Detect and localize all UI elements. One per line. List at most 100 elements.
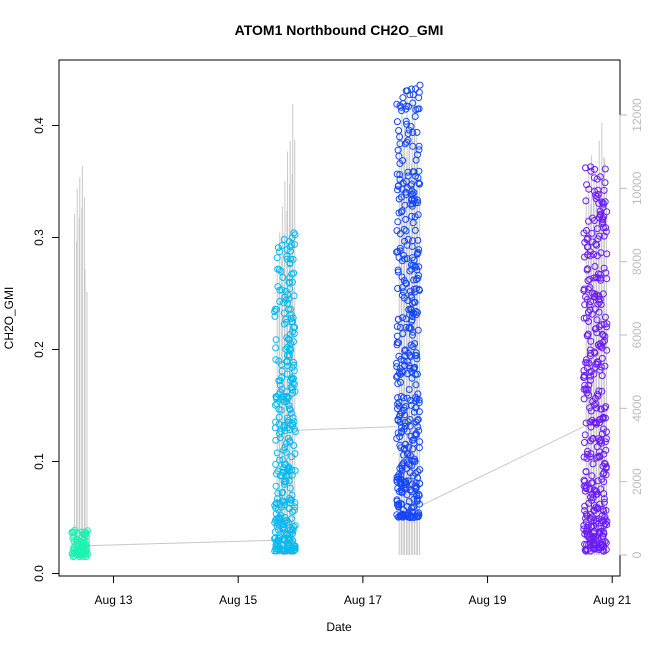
data-point <box>411 226 419 234</box>
altitude-transit-line <box>417 426 584 508</box>
data-point <box>285 305 293 313</box>
data-point <box>291 387 299 395</box>
data-point <box>585 318 593 325</box>
data-point <box>287 346 295 354</box>
data-point <box>274 489 282 497</box>
data-point <box>405 386 413 393</box>
data-point <box>588 513 596 521</box>
data-point <box>396 247 404 255</box>
data-point <box>601 165 609 173</box>
data-point <box>586 368 594 376</box>
data-point <box>406 422 414 430</box>
data-point <box>400 225 408 233</box>
data-point <box>602 464 610 472</box>
data-point <box>291 450 299 458</box>
data-point <box>587 337 595 345</box>
data-point <box>592 400 600 408</box>
data-point <box>395 352 403 360</box>
data-point <box>588 229 596 237</box>
data-point <box>287 315 295 322</box>
data-point <box>599 331 607 339</box>
data-point <box>599 220 606 228</box>
data-point <box>397 444 405 452</box>
data-point <box>404 235 412 243</box>
data-point <box>409 343 417 351</box>
data-point <box>409 504 417 511</box>
data-point <box>82 531 90 539</box>
data-point <box>594 360 602 368</box>
data-point <box>393 359 401 367</box>
plot-frame <box>58 59 621 577</box>
data-point <box>402 191 410 199</box>
data-point <box>276 381 284 389</box>
data-point <box>393 496 401 504</box>
data-point <box>415 444 423 452</box>
y-axis-label: CH2O_GMI <box>2 287 16 350</box>
data-point <box>406 267 414 275</box>
data-point <box>595 387 603 395</box>
data-point <box>273 449 281 457</box>
data-point <box>272 393 280 401</box>
data-point <box>587 450 595 458</box>
x-tick-label: Aug 13 <box>95 593 133 607</box>
data-point <box>279 274 287 281</box>
data-point <box>593 544 601 552</box>
data-point <box>601 313 609 321</box>
data-point <box>282 296 290 304</box>
data-point <box>407 182 415 190</box>
data-point <box>393 227 401 235</box>
data-point <box>582 197 590 205</box>
data-point <box>276 430 283 438</box>
data-point <box>410 256 418 264</box>
y-tick-label: 0.4 <box>32 117 46 134</box>
data-point <box>407 306 415 314</box>
data-point <box>286 421 294 429</box>
data-point <box>580 314 588 322</box>
data-point <box>416 466 424 474</box>
data-point <box>584 546 592 554</box>
data-point <box>406 324 414 331</box>
data-point <box>603 521 611 529</box>
data-point <box>591 394 599 402</box>
data-points <box>68 81 611 561</box>
data-point <box>394 186 401 194</box>
data-point <box>404 349 412 357</box>
data-point <box>394 146 402 154</box>
data-point <box>396 171 404 179</box>
data-point <box>600 498 608 506</box>
data-point <box>602 471 610 479</box>
x-tick-label: Aug 17 <box>344 593 382 607</box>
y2-tick-label: 10000 <box>630 171 644 205</box>
data-point <box>289 318 297 326</box>
data-point <box>414 236 422 244</box>
data-point <box>397 471 405 479</box>
data-point <box>582 547 590 555</box>
data-point <box>596 500 604 508</box>
data-point <box>581 381 589 389</box>
data-point <box>399 506 407 514</box>
data-point <box>593 252 601 260</box>
data-point <box>283 253 291 260</box>
data-point <box>415 246 423 254</box>
data-point <box>412 469 420 477</box>
data-point <box>587 407 595 415</box>
data-point <box>598 198 606 206</box>
data-point <box>581 502 589 510</box>
data-point <box>291 522 299 530</box>
data-point <box>583 181 591 189</box>
data-point <box>411 458 419 465</box>
data-point <box>596 274 604 282</box>
data-point <box>410 285 418 293</box>
data-point <box>411 431 419 439</box>
data-point <box>279 524 287 532</box>
data-point <box>280 535 288 543</box>
data-point <box>591 263 599 270</box>
data-point <box>593 404 601 412</box>
data-point <box>286 437 294 445</box>
y-tick-label: 0.1 <box>32 453 46 470</box>
data-point <box>277 406 285 414</box>
data-point <box>280 309 288 317</box>
data-point <box>395 473 403 481</box>
data-point <box>600 264 608 272</box>
data-point <box>408 317 415 325</box>
